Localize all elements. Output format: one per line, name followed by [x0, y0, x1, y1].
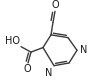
- Text: HO: HO: [5, 36, 20, 46]
- Text: O: O: [23, 64, 31, 74]
- Text: N: N: [45, 68, 52, 78]
- Text: O: O: [51, 0, 59, 10]
- Text: N: N: [80, 45, 87, 55]
